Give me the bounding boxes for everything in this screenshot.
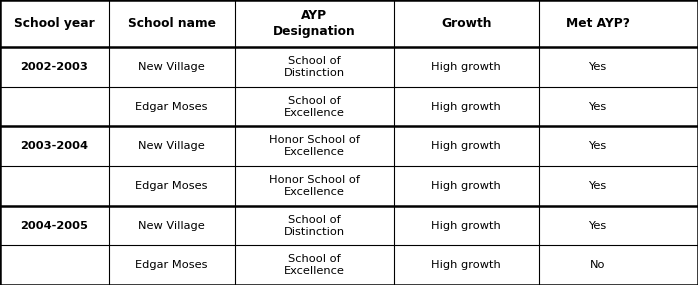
Text: 2004-2005: 2004-2005 <box>20 221 89 231</box>
Text: Edgar Moses: Edgar Moses <box>135 101 208 111</box>
Text: School name: School name <box>128 17 216 30</box>
Text: Honor School of
Excellence: Honor School of Excellence <box>269 135 359 157</box>
Text: AYP
Designation: AYP Designation <box>273 9 355 38</box>
Text: Yes: Yes <box>588 62 607 72</box>
Text: School of
Distinction: School of Distinction <box>283 215 345 237</box>
Text: New Village: New Village <box>138 221 205 231</box>
Text: High growth: High growth <box>431 181 501 191</box>
Text: New Village: New Village <box>138 141 205 151</box>
Text: School of
Distinction: School of Distinction <box>283 56 345 78</box>
Text: School year: School year <box>14 17 95 30</box>
Text: High growth: High growth <box>431 101 501 111</box>
Text: Honor School of
Excellence: Honor School of Excellence <box>269 175 359 197</box>
Text: Edgar Moses: Edgar Moses <box>135 181 208 191</box>
Text: School of
Excellence: School of Excellence <box>283 254 345 276</box>
Text: Yes: Yes <box>588 221 607 231</box>
Text: Growth: Growth <box>441 17 491 30</box>
Text: Yes: Yes <box>588 181 607 191</box>
Text: High growth: High growth <box>431 62 501 72</box>
Text: 2003-2004: 2003-2004 <box>20 141 89 151</box>
Text: High growth: High growth <box>431 221 501 231</box>
Text: New Village: New Village <box>138 62 205 72</box>
Text: No: No <box>590 260 605 270</box>
Text: Edgar Moses: Edgar Moses <box>135 260 208 270</box>
Text: School of
Excellence: School of Excellence <box>283 95 345 117</box>
Text: High growth: High growth <box>431 260 501 270</box>
Text: High growth: High growth <box>431 141 501 151</box>
Text: Met AYP?: Met AYP? <box>565 17 630 30</box>
Text: Yes: Yes <box>588 141 607 151</box>
Text: 2002-2003: 2002-2003 <box>20 62 89 72</box>
Text: Yes: Yes <box>588 101 607 111</box>
